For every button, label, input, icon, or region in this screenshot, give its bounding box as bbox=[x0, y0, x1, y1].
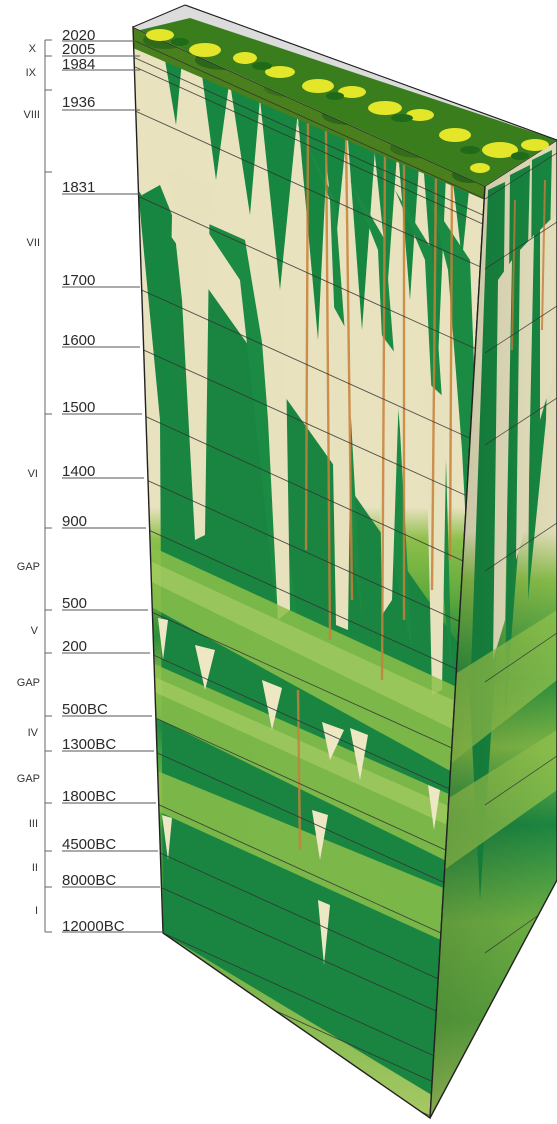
year-label: 500 bbox=[62, 595, 87, 612]
year-label: 1800BC bbox=[62, 788, 116, 805]
front-face bbox=[132, 25, 486, 1120]
year-label: 1600 bbox=[62, 332, 95, 349]
phase-label: I bbox=[35, 905, 38, 917]
year-label: 1936 bbox=[62, 94, 95, 111]
year-label: 4500BC bbox=[62, 836, 116, 853]
year-label: 1500 bbox=[62, 399, 95, 416]
time-axis: 2020 2005 1984 1936 1831 1700 1600 1500 … bbox=[17, 27, 163, 935]
year-label: 500BC bbox=[62, 701, 108, 718]
phase-label: VI bbox=[28, 468, 38, 480]
phase-label: GAP bbox=[17, 561, 40, 573]
year-label: 900 bbox=[62, 513, 87, 530]
year-label: 2020 bbox=[62, 27, 95, 44]
phase-label: IV bbox=[28, 727, 39, 739]
year-label: 200 bbox=[62, 638, 87, 655]
year-label: 1700 bbox=[62, 272, 95, 289]
phase-label: V bbox=[31, 625, 39, 637]
phase-label: III bbox=[29, 818, 38, 830]
year-label: 1984 bbox=[62, 56, 95, 73]
phase-label: IX bbox=[26, 67, 37, 79]
year-label: 1400 bbox=[62, 463, 95, 480]
phase-label: GAP bbox=[17, 677, 40, 689]
phase-label: GAP bbox=[17, 773, 40, 785]
year-label: 2005 bbox=[62, 41, 95, 58]
phase-label: X bbox=[29, 43, 37, 55]
phase-label: VII bbox=[27, 237, 40, 249]
year-label: 1831 bbox=[62, 179, 95, 196]
phase-label: VIII bbox=[23, 109, 40, 121]
canopy-top-face bbox=[132, 4, 557, 186]
phase-label: II bbox=[32, 862, 38, 874]
year-label: 8000BC bbox=[62, 872, 116, 889]
year-label: 12000BC bbox=[62, 918, 125, 935]
year-label: 1300BC bbox=[62, 736, 116, 753]
